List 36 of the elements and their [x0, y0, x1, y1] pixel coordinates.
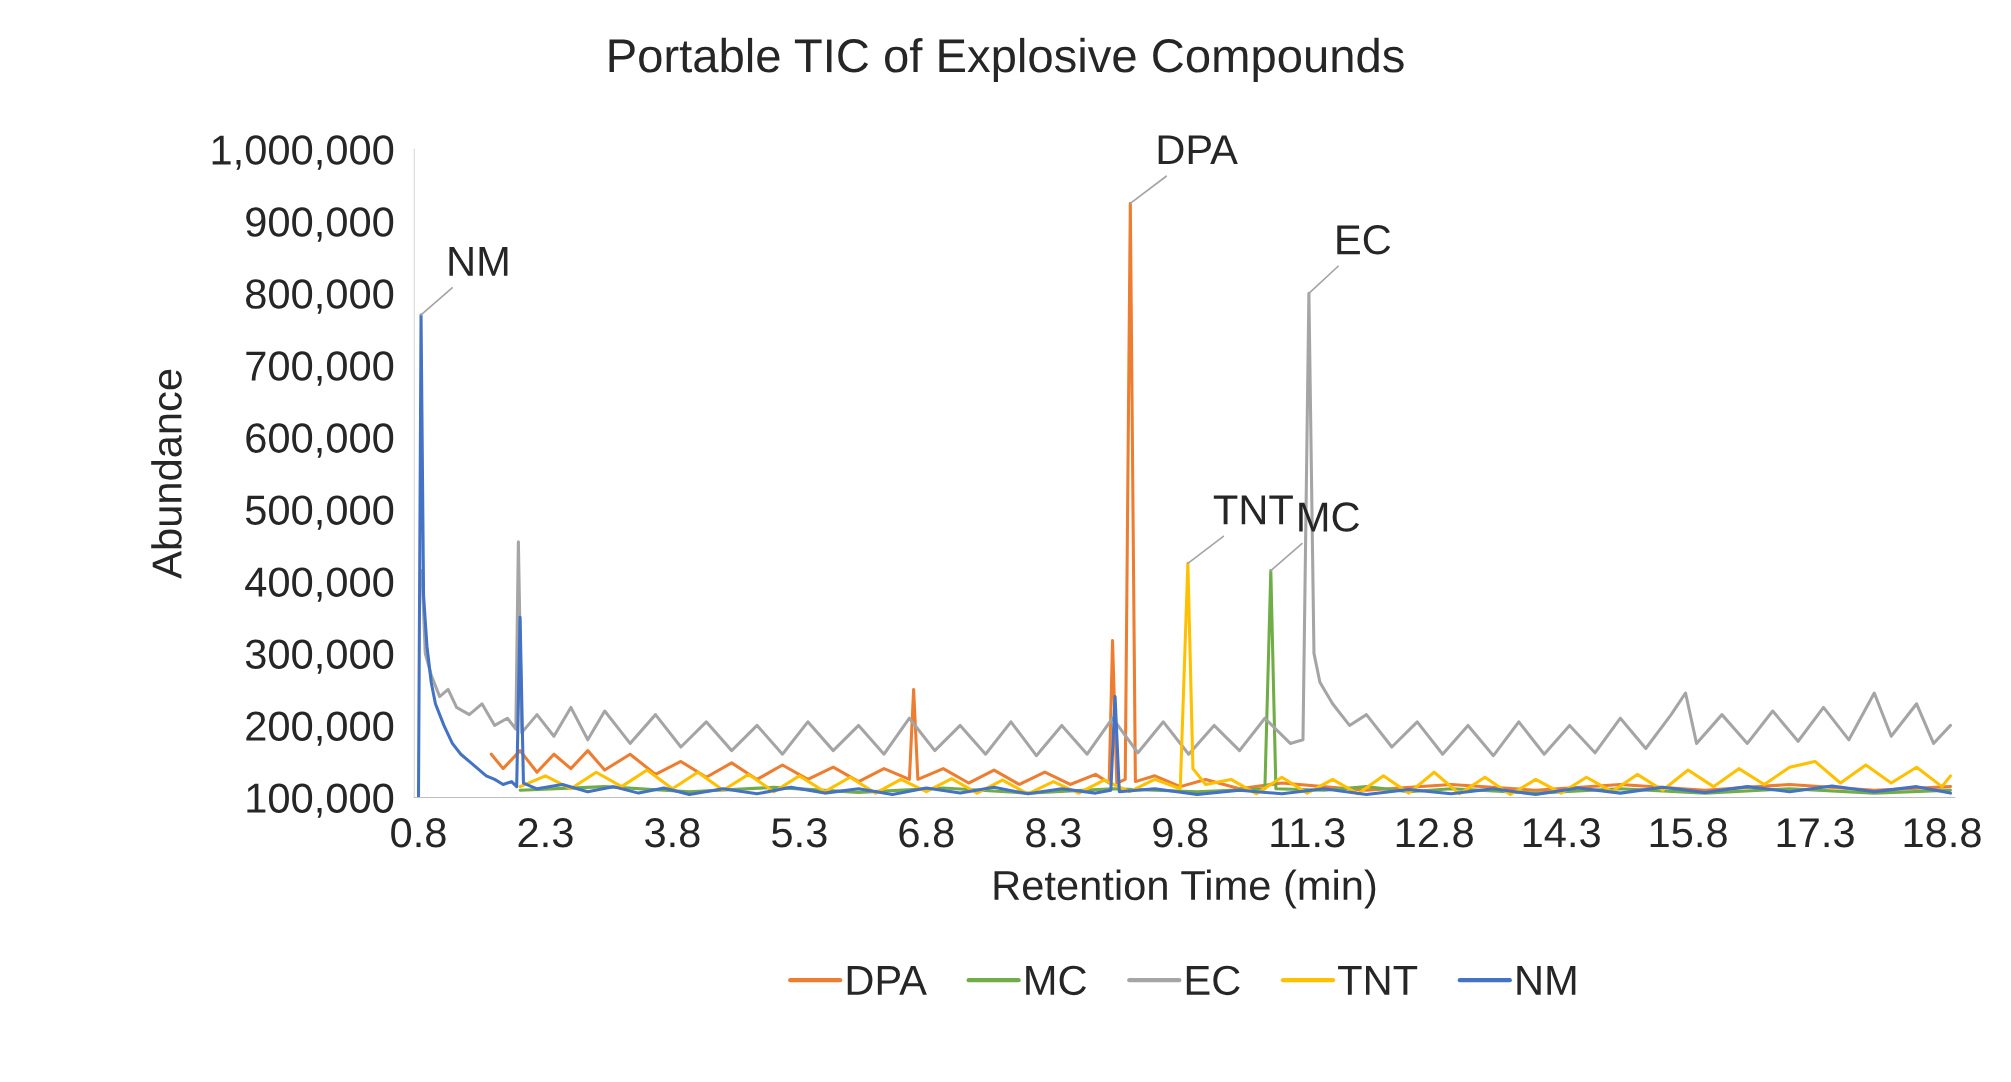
y-tick-label: 900,000 — [246, 207, 394, 242]
x-tick-label: 6.8 — [899, 817, 954, 848]
y-axis-title: Abundance — [151, 369, 182, 579]
x-tick-label: 11.3 — [1271, 817, 1345, 848]
y-tick-label: 800,000 — [246, 279, 394, 314]
chart-title: Portable TIC of Explosive Compounds — [609, 37, 1404, 82]
x-tick-label: 18.8 — [1904, 817, 1981, 848]
annotation: EC — [1337, 225, 1391, 255]
y-tick-label: 700,000 — [246, 351, 394, 386]
y-tick-label: 500,000 — [245, 495, 394, 530]
x-tick-label: 9.8 — [1153, 817, 1208, 848]
legend-label: EC — [1186, 965, 1240, 996]
y-tick-label: 300,000 — [245, 639, 394, 674]
y-tick-label: 200,000 — [246, 711, 394, 746]
legend-label: MC — [1026, 965, 1087, 996]
legend-label: DPA — [847, 966, 927, 995]
x-tick-label: 0.8 — [391, 817, 446, 848]
y-tick-label: 600,000 — [246, 423, 394, 458]
x-tick-label: 2.3 — [518, 817, 573, 848]
x-tick-label: 3.8 — [645, 817, 700, 848]
annotation: TNT — [1213, 495, 1293, 525]
legend-label: TNT — [1338, 966, 1418, 995]
x-axis-title: Retention Time (min) — [994, 869, 1376, 909]
x-tick-label: 8.3 — [1026, 817, 1081, 848]
x-tick-label: 15.8 — [1650, 817, 1727, 848]
annotation: NM — [449, 247, 508, 276]
y-tick-label: 400,000 — [245, 567, 394, 602]
x-tick-label: 14.3 — [1523, 817, 1600, 848]
annotation: DPA — [1158, 135, 1238, 165]
annotation: MC — [1299, 502, 1360, 532]
x-tick-label: 12.8 — [1396, 817, 1473, 848]
x-tick-label: 5.3 — [772, 817, 827, 848]
y-tick-label: 1,000,000 — [212, 135, 394, 170]
legend-label: NM — [1517, 966, 1576, 995]
y-tick-label: 100,000 — [247, 783, 394, 818]
x-tick-label: 17.3 — [1777, 817, 1854, 848]
